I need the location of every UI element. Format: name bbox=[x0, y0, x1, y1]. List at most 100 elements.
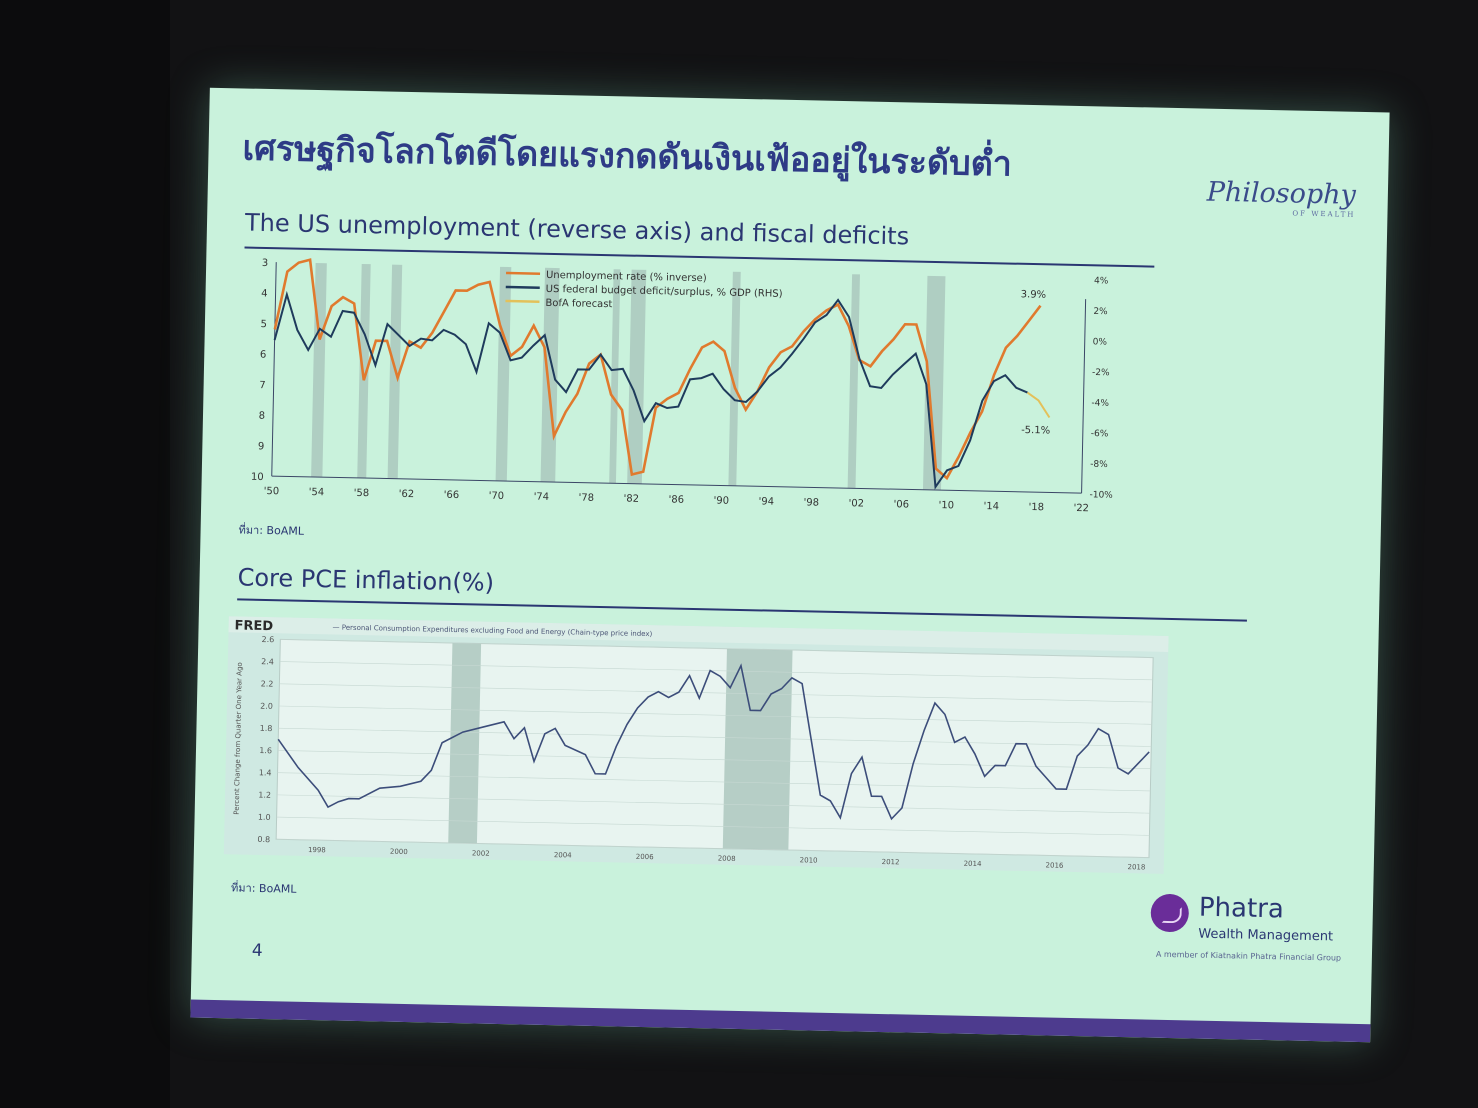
chart2-series bbox=[277, 663, 1150, 821]
y-left-tick-label: 3 bbox=[262, 258, 269, 269]
x-tick-label: '22 bbox=[1073, 503, 1089, 514]
phatra-name: Phatra bbox=[1198, 892, 1285, 925]
philosophy-logo-text: Philosophy bbox=[1206, 176, 1357, 211]
philosophy-logo: Philosophy OF WEALTH bbox=[1206, 177, 1356, 219]
recession-band bbox=[357, 263, 371, 479]
chart2-axes: 0.8 1.0 1.2 1.4 1.6 1.8 2.0 2.2 2.4 2.6 1998 2000 20… bbox=[233, 635, 1154, 872]
x-tick-label: '06 bbox=[893, 499, 909, 510]
recession-band bbox=[728, 271, 741, 486]
fred-header-bar bbox=[228, 616, 1169, 652]
recession-band bbox=[495, 266, 512, 482]
gridline bbox=[278, 727, 1152, 747]
series-line-0 bbox=[273, 258, 1042, 481]
gridline bbox=[280, 639, 1154, 658]
gridline bbox=[276, 816, 1150, 836]
y-left-tick-label: 9 bbox=[258, 441, 265, 452]
left-axis-line bbox=[271, 262, 277, 477]
pce-series-line bbox=[277, 663, 1150, 821]
x-tick-label: '98 bbox=[803, 497, 819, 508]
page-number: 4 bbox=[251, 940, 263, 962]
y-tick-label: 1.4 bbox=[259, 768, 272, 777]
x-tick-label: '74 bbox=[534, 492, 550, 503]
legend-swatch bbox=[505, 285, 540, 289]
x-tick-label: 2016 bbox=[1045, 861, 1064, 869]
legend-label: BofA forecast bbox=[545, 298, 612, 310]
pce-recession-bands bbox=[448, 642, 793, 851]
y-right-tick-label: -6% bbox=[1091, 429, 1109, 439]
chart2-section-title: Core PCE inflation(%) bbox=[237, 563, 495, 597]
y-axis-label: Percent Change from Quarter One Year Ago bbox=[233, 662, 244, 815]
y-tick-label: 2.6 bbox=[261, 635, 274, 644]
series-line-1 bbox=[273, 290, 1028, 490]
presentation-slide: เศรษฐกิจโลกโตดีโดยแรงกดดันเงินเฟ้ออยู่ใน… bbox=[190, 87, 1390, 1043]
recession-band bbox=[847, 274, 860, 489]
x-tick-label: '54 bbox=[309, 487, 325, 498]
phatra-member-line: A member of Kiatnakin Phatra Financial G… bbox=[1155, 949, 1342, 963]
x-tick-label: '58 bbox=[354, 488, 370, 499]
y-tick-label: 1.0 bbox=[258, 813, 271, 822]
gridline bbox=[276, 838, 1149, 858]
y-left-tick-label: 4 bbox=[261, 288, 268, 299]
slide-title: เศรษฐกิจโลกโตดีโดยแรงกดดันเงินเฟ้ออยู่ใน… bbox=[242, 128, 1013, 185]
plot-area bbox=[275, 638, 1154, 859]
y-left-tick-label: 5 bbox=[260, 319, 267, 330]
y-left-tick-label: 10 bbox=[251, 472, 264, 483]
x-tick-label: '86 bbox=[668, 494, 684, 505]
recession-band bbox=[627, 269, 647, 484]
phatra-logo-mark bbox=[1150, 893, 1190, 933]
slide-bottom-band bbox=[190, 999, 1371, 1043]
annotation-forecast: -5.1% bbox=[1021, 425, 1050, 437]
annotation-unemployment: 3.9% bbox=[1021, 289, 1047, 301]
y-right-tick-label: 2% bbox=[1093, 307, 1108, 317]
y-tick-label: 1.6 bbox=[259, 746, 272, 755]
x-tick-label: 2006 bbox=[636, 853, 655, 861]
y-tick-label: 0.8 bbox=[257, 835, 270, 844]
chart1-legend: Unemployment rate (% inverse)US federal … bbox=[505, 270, 783, 310]
legend-label: US federal budget deficit/surplus, % GDP… bbox=[546, 284, 783, 300]
x-tick-label: 2002 bbox=[472, 849, 490, 857]
core-pce-chart: FRED — Personal Consumption Expenditures … bbox=[228, 616, 1169, 872]
x-tick-label: 2014 bbox=[964, 860, 983, 868]
x-tick-label: '02 bbox=[848, 498, 864, 509]
x-tick-label: 2004 bbox=[554, 851, 573, 859]
gridline bbox=[277, 772, 1151, 792]
x-tick-label: '70 bbox=[489, 491, 505, 502]
x-tick-label: '14 bbox=[983, 501, 999, 512]
x-tick-label: '94 bbox=[758, 496, 774, 507]
x-tick-label: 1998 bbox=[308, 846, 326, 854]
y-tick-label: 2.0 bbox=[260, 702, 273, 711]
recession-band bbox=[448, 642, 482, 844]
y-right-tick-label: -8% bbox=[1090, 460, 1108, 470]
y-left-tick-label: 8 bbox=[259, 411, 266, 422]
chart2-section-rule bbox=[237, 598, 1247, 622]
gridline bbox=[279, 683, 1153, 703]
recession-band bbox=[922, 275, 946, 491]
legend-swatch bbox=[506, 271, 541, 275]
legend-label: Unemployment rate (% inverse) bbox=[546, 270, 707, 284]
recession-band bbox=[311, 262, 327, 478]
right-axis-line bbox=[1081, 299, 1087, 494]
x-tick-label: 2000 bbox=[390, 848, 408, 856]
y-tick-label: 2.4 bbox=[261, 657, 274, 666]
x-tick-label: '66 bbox=[444, 490, 460, 501]
fred-logo: FRED bbox=[234, 618, 273, 634]
y-tick-label: 2.2 bbox=[261, 679, 274, 688]
x-tick-label: '90 bbox=[713, 495, 729, 506]
y-tick-label: 1.2 bbox=[258, 790, 271, 799]
legend-swatch bbox=[505, 299, 540, 303]
recession-band bbox=[722, 648, 793, 851]
y-right-tick-label: -4% bbox=[1091, 399, 1109, 409]
unemployment-deficit-chart: 3 4 5 6 7 8 9 10 4% 2% 0% -2% -4% -6% -8% -10% '50 '54 '58… bbox=[251, 258, 1113, 514]
x-tick-label: '18 bbox=[1028, 502, 1044, 513]
chart1-source: ที่มา: BoAML bbox=[238, 523, 305, 538]
series-line-2 bbox=[1026, 391, 1051, 419]
x-tick-label: 2008 bbox=[718, 855, 736, 863]
y-right-tick-label: 0% bbox=[1093, 337, 1108, 347]
x-tick-label: 2018 bbox=[1127, 863, 1145, 871]
chart1-axes: 3 4 5 6 7 8 9 10 4% 2% 0% -2% -4% -6% -8% -10% '50 '54 '58… bbox=[251, 258, 1113, 514]
y-right-tick-label: 4% bbox=[1094, 276, 1109, 286]
recession-band bbox=[609, 269, 621, 484]
gridline bbox=[279, 661, 1153, 681]
x-tick-label: '10 bbox=[938, 500, 954, 511]
x-tick-label: '82 bbox=[623, 494, 639, 505]
